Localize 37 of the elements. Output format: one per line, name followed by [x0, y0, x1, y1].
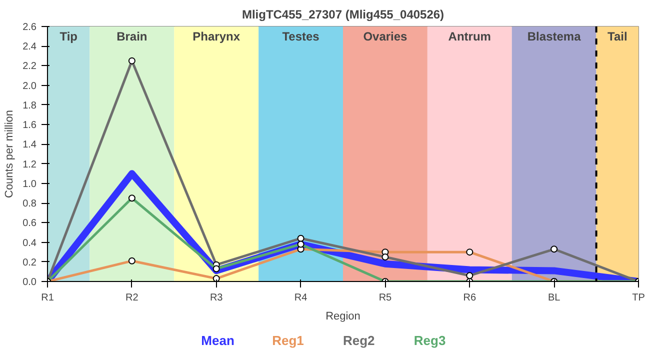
- x-tick-label: R5: [378, 292, 392, 304]
- y-tick-label: 0.6: [22, 218, 37, 230]
- y-tick-label: 1.8: [22, 100, 37, 112]
- x-tick-label: R1: [41, 292, 54, 304]
- x-tick-label: R3: [210, 292, 224, 304]
- x-axis-title: Region: [326, 310, 360, 322]
- y-tick-label: 1.6: [22, 120, 37, 132]
- y-tick-label: 2.6: [22, 22, 37, 33]
- band-label: Brain: [116, 30, 148, 44]
- band-label: Blastema: [527, 30, 582, 44]
- x-tick-label: R6: [463, 292, 476, 304]
- y-tick-label: 2.4: [22, 42, 37, 53]
- x-tick-label: R4: [294, 292, 308, 304]
- band-label: Tail: [608, 30, 628, 44]
- y-tick-label: 0.8: [22, 198, 37, 210]
- y-axis-title: Counts per million: [4, 110, 16, 198]
- band-label: Pharynx: [192, 30, 240, 44]
- y-tick-label: 0.4: [22, 238, 37, 249]
- x-tick-label: TP: [632, 292, 646, 304]
- y-tick-label: 2.0: [22, 80, 37, 92]
- y-tick-label: 2.2: [22, 61, 37, 72]
- chart-title: MligTC455_27307 (Mlig455_040526): [242, 8, 444, 22]
- x-tick-label: R2: [126, 292, 139, 304]
- y-tick-label: 0.2: [22, 257, 37, 268]
- text: Reg3: [414, 333, 446, 348]
- text: Reg2: [343, 333, 375, 348]
- y-tick-label: 1.0: [22, 178, 37, 190]
- band-label: Testes: [282, 30, 320, 44]
- x-tick-label: BL: [548, 292, 561, 304]
- y-tick-label: 0.0: [22, 277, 37, 288]
- band-label: Antrum: [448, 30, 491, 44]
- band-label: Ovaries: [363, 30, 408, 44]
- y-tick-label: 1.4: [22, 140, 37, 151]
- band-label: Tip: [60, 30, 78, 44]
- text: Reg1: [272, 333, 304, 348]
- text: Mean: [201, 333, 234, 348]
- y-tick-label: 1.2: [22, 159, 37, 170]
